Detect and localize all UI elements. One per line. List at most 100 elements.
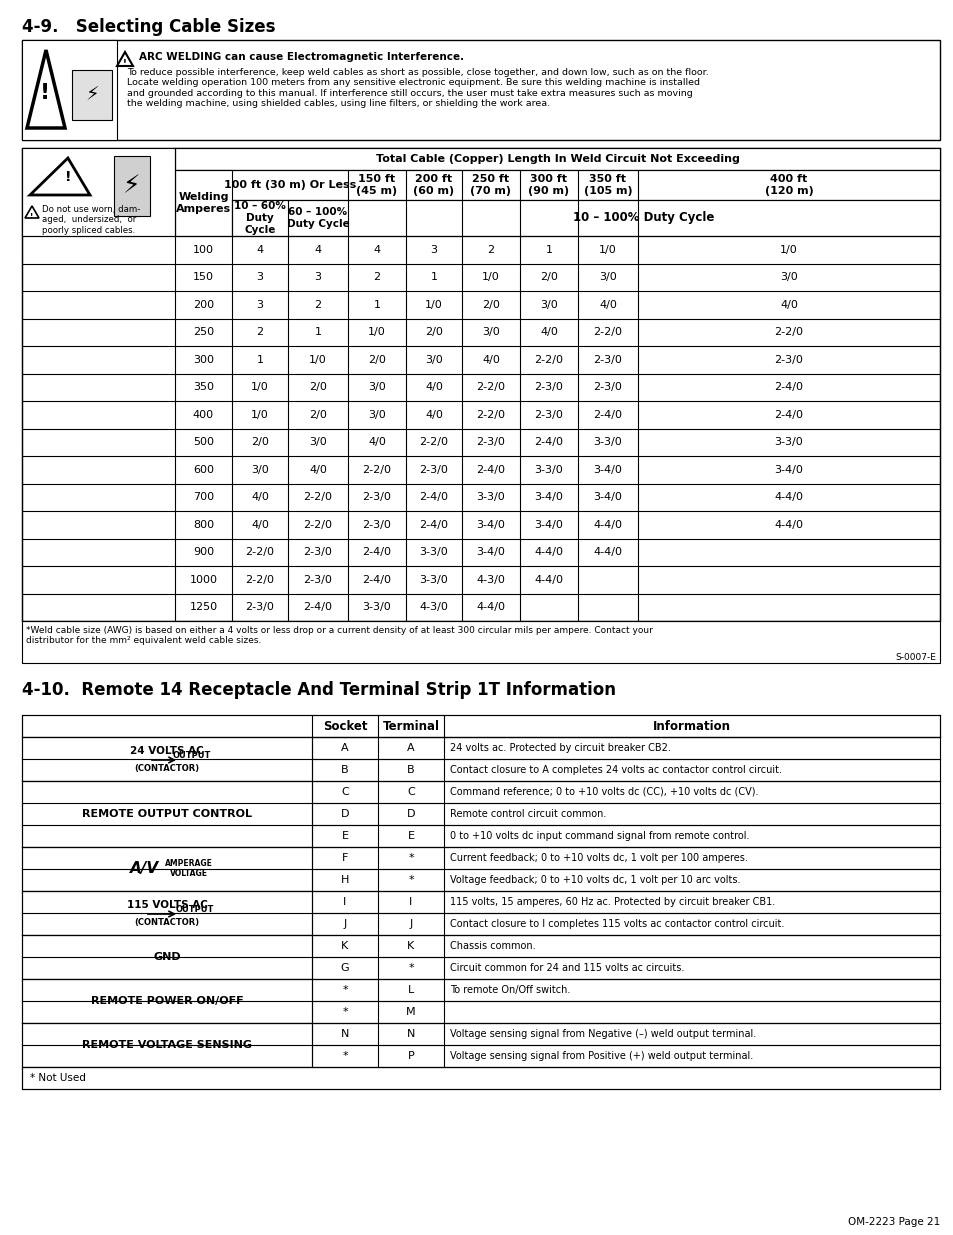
Text: 300: 300: [193, 354, 213, 364]
Text: OM-2223 Page 21: OM-2223 Page 21: [847, 1216, 939, 1228]
Text: K: K: [407, 941, 415, 951]
Text: Information: Information: [652, 720, 730, 732]
Bar: [22, 40, 117, 140]
Text: 3/0: 3/0: [481, 327, 499, 337]
Text: 800: 800: [193, 520, 213, 530]
Text: REMOTE VOLTAGE SENSING: REMOTE VOLTAGE SENSING: [82, 1040, 252, 1050]
Bar: [232, 200, 939, 236]
Text: 4/0: 4/0: [425, 410, 442, 420]
Text: 10 – 60%
Duty
Cycle: 10 – 60% Duty Cycle: [233, 201, 286, 235]
Text: Voltage sensing signal from Negative (–) weld output terminal.: Voltage sensing signal from Negative (–)…: [450, 1029, 756, 1039]
Text: 3/0: 3/0: [539, 300, 558, 310]
Text: 2/0: 2/0: [425, 327, 442, 337]
Text: 2/0: 2/0: [251, 437, 269, 447]
Text: 3-3/0: 3-3/0: [534, 464, 563, 474]
Bar: [114, 156, 150, 216]
Bar: [22, 979, 312, 1023]
Text: 10 – 100% Duty Cycle: 10 – 100% Duty Cycle: [573, 211, 714, 225]
Text: 3/0: 3/0: [780, 272, 797, 283]
Text: 2-2/0: 2-2/0: [245, 574, 274, 584]
Text: 4-9.   Selecting Cable Sizes: 4-9. Selecting Cable Sizes: [22, 19, 275, 36]
Text: 4-4/0: 4-4/0: [593, 520, 622, 530]
Text: L: L: [408, 986, 414, 995]
Text: 2-2/0: 2-2/0: [362, 464, 391, 474]
Text: Socket: Socket: [322, 720, 367, 732]
Text: M: M: [406, 1007, 416, 1016]
Bar: [22, 40, 939, 140]
Text: 3: 3: [256, 272, 263, 283]
Text: 2: 2: [373, 272, 380, 283]
Text: 2-3/0: 2-3/0: [303, 574, 332, 584]
Text: 1: 1: [314, 327, 321, 337]
Text: !: !: [30, 212, 33, 219]
Text: 3-4/0: 3-4/0: [534, 493, 563, 503]
Text: 2-4/0: 2-4/0: [303, 603, 333, 613]
Text: 1/0: 1/0: [251, 410, 269, 420]
Text: 4-4/0: 4-4/0: [534, 547, 563, 557]
Text: * Not Used: * Not Used: [30, 1073, 86, 1083]
Text: 1/0: 1/0: [368, 327, 385, 337]
Text: 2-4/0: 2-4/0: [362, 574, 391, 584]
Text: 1250: 1250: [190, 603, 217, 613]
Text: Total Cable (Copper) Length In Weld Circuit Not Exceeding: Total Cable (Copper) Length In Weld Circ…: [375, 154, 739, 164]
Text: 400: 400: [193, 410, 213, 420]
Text: 2-4/0: 2-4/0: [419, 520, 448, 530]
Text: Remote control circuit common.: Remote control circuit common.: [450, 809, 606, 819]
Text: 3/0: 3/0: [309, 437, 327, 447]
Text: 115 VOLTS AC: 115 VOLTS AC: [127, 900, 207, 910]
Text: 200: 200: [193, 300, 213, 310]
Text: 2-2/0: 2-2/0: [593, 327, 622, 337]
Text: !: !: [123, 58, 127, 68]
Text: !: !: [40, 83, 50, 103]
Text: 300 ft
(90 m): 300 ft (90 m): [528, 174, 569, 196]
Text: 4/0: 4/0: [251, 493, 269, 503]
Text: VOLTAGE: VOLTAGE: [170, 869, 208, 878]
Bar: [22, 737, 312, 781]
Text: ARC WELDING can cause Electromagnetic Interference.: ARC WELDING can cause Electromagnetic In…: [139, 52, 464, 62]
Text: 1: 1: [374, 300, 380, 310]
Bar: [22, 1067, 939, 1089]
Text: Contact closure to A completes 24 volts ac contactor control circuit.: Contact closure to A completes 24 volts …: [450, 764, 781, 776]
Text: 4/0: 4/0: [368, 437, 386, 447]
Text: N: N: [340, 1029, 349, 1039]
Text: Current feedback; 0 to +10 volts dc, 1 volt per 100 amperes.: Current feedback; 0 to +10 volts dc, 1 v…: [450, 853, 747, 863]
Text: OUTPUT: OUTPUT: [172, 752, 211, 761]
Text: Contact closure to I completes 115 volts ac contactor control circuit.: Contact closure to I completes 115 volts…: [450, 919, 783, 929]
Text: !: !: [65, 170, 71, 184]
Text: 4-3/0: 4-3/0: [476, 574, 505, 584]
Text: AMPERAGE: AMPERAGE: [165, 858, 213, 867]
Text: 250: 250: [193, 327, 213, 337]
Text: Do not use worn, dam-
aged,  undersized,  or
poorly spliced cables.: Do not use worn, dam- aged, undersized, …: [42, 205, 140, 235]
Text: 1: 1: [430, 272, 437, 283]
Text: *: *: [408, 963, 414, 973]
Text: 1/0: 1/0: [481, 272, 499, 283]
Text: 2-3/0: 2-3/0: [362, 493, 391, 503]
Text: 3/0: 3/0: [368, 410, 385, 420]
Text: D: D: [406, 809, 415, 819]
Text: 4/0: 4/0: [309, 464, 327, 474]
Text: Voltage sensing signal from Positive (+) weld output terminal.: Voltage sensing signal from Positive (+)…: [450, 1051, 753, 1061]
Text: 4-4/0: 4-4/0: [593, 547, 622, 557]
Text: 2-3/0: 2-3/0: [476, 437, 505, 447]
Text: 2-3/0: 2-3/0: [593, 354, 621, 364]
Text: ⚡: ⚡: [123, 174, 141, 198]
Text: 4/0: 4/0: [539, 327, 558, 337]
Text: 115 volts, 15 amperes, 60 Hz ac. Protected by circuit breaker CB1.: 115 volts, 15 amperes, 60 Hz ac. Protect…: [450, 897, 775, 906]
Text: Circuit common for 24 and 115 volts ac circuits.: Circuit common for 24 and 115 volts ac c…: [450, 963, 683, 973]
Text: E: E: [341, 831, 348, 841]
Text: To reduce possible interference, keep weld cables as short as possible, close to: To reduce possible interference, keep we…: [127, 68, 708, 109]
Text: ⚡: ⚡: [85, 85, 99, 105]
Text: 2-4/0: 2-4/0: [774, 383, 802, 393]
Text: REMOTE OUTPUT CONTROL: REMOTE OUTPUT CONTROL: [82, 809, 252, 819]
Bar: [22, 148, 939, 621]
Text: 2-4/0: 2-4/0: [476, 464, 505, 474]
Text: 1: 1: [545, 245, 552, 254]
Text: 2: 2: [256, 327, 263, 337]
Text: 2-3/0: 2-3/0: [303, 547, 332, 557]
Text: 60 – 100%
Duty Cycle: 60 – 100% Duty Cycle: [286, 207, 349, 228]
Text: 2-3/0: 2-3/0: [774, 354, 802, 364]
Text: 3/0: 3/0: [251, 464, 269, 474]
Text: 150 ft
(45 m): 150 ft (45 m): [356, 174, 397, 196]
Text: 3/0: 3/0: [368, 383, 385, 393]
Bar: [22, 621, 939, 663]
